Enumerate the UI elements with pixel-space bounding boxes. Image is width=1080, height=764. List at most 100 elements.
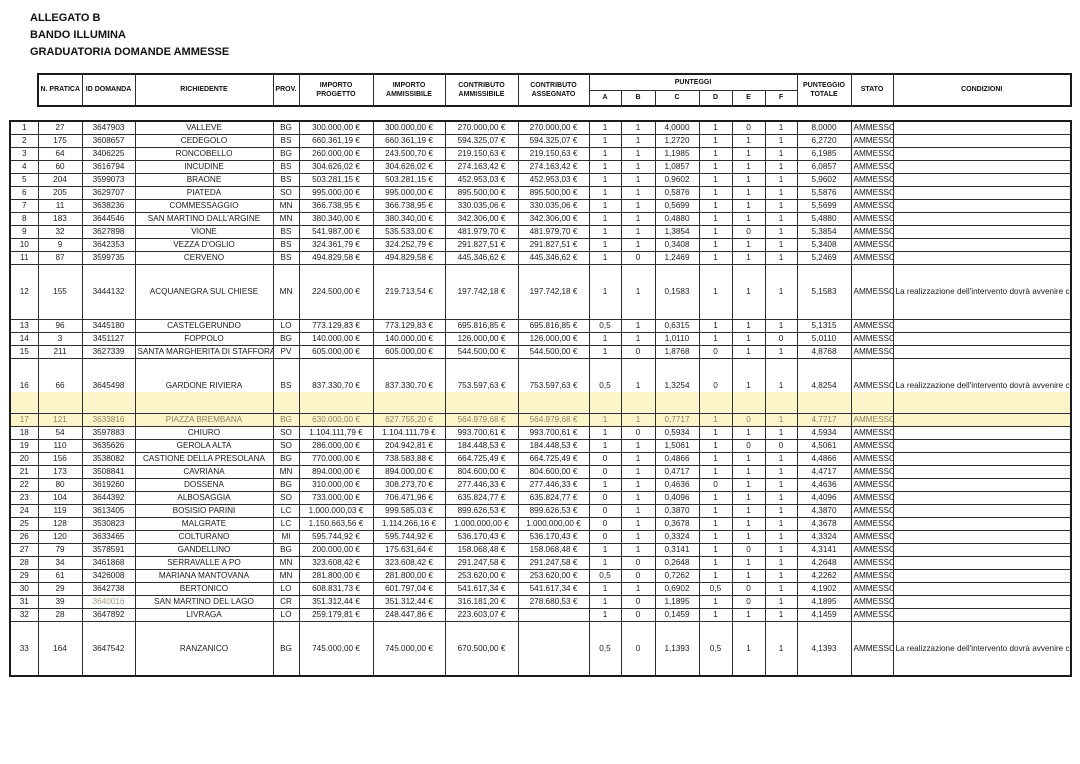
cell-punteggio-e: 1 <box>731 263 766 320</box>
cell-contributo-assegnato: 804.600,00 € <box>517 464 590 479</box>
cell-punteggio-e: 1 <box>731 250 766 265</box>
cell-punteggio-e: 1 <box>731 555 766 570</box>
cell-contributo-assegnato: 452.953,03 € <box>517 172 590 187</box>
cell-richiedente: GANDELLINO <box>134 542 274 557</box>
cell-punteggio-a: 1 <box>588 438 622 453</box>
cell-id-domanda: 3508841 <box>81 464 136 479</box>
cell-contributo-assegnato: 219.150,63 € <box>517 146 590 161</box>
cell-punteggio-a: 1 <box>588 594 622 609</box>
cell-contributo-assegnato <box>517 607 590 622</box>
cell-punteggio-a: 1 <box>588 477 622 492</box>
cell-punteggio-f: 1 <box>764 490 798 505</box>
cell-punteggio-totale: 4,1393 <box>796 620 852 677</box>
cell-punteggio-b: 1 <box>620 120 656 135</box>
cell-contributo-ammissibile: 481.979,70 € <box>444 224 519 239</box>
cell-punteggio-a: 1 <box>588 344 622 359</box>
cell-id-domanda: 3635626 <box>81 438 136 453</box>
col-header-n-pratica: N. PRATICA <box>37 73 83 107</box>
cell-prov: SO <box>272 185 300 200</box>
cell-punteggio-e: 1 <box>731 516 766 531</box>
cell-prov: BG <box>272 331 300 346</box>
cell-punteggio-totale: 4,4866 <box>796 451 852 466</box>
cell-condizioni <box>892 555 1072 570</box>
cell-punteggio-f: 1 <box>764 237 798 252</box>
cell-richiedente: ACQUANEGRA SUL CHIESE <box>134 263 274 320</box>
cell-punteggio-c: 0,1459 <box>654 607 700 622</box>
cell-rank: 14 <box>9 331 39 346</box>
cell-rank: 21 <box>9 464 39 479</box>
cell-richiedente: SAN MARTINO DALL'ARGINE <box>134 211 274 226</box>
table-row: 12 155 3444132 ACQUANEGRA SUL CHIESE MN 224.5… <box>9 263 1072 320</box>
cell-stato: AMMESSO <box>850 464 894 479</box>
cell-punteggio-b: 0 <box>620 607 656 622</box>
cell-punteggio-e: 1 <box>731 464 766 479</box>
cell-punteggio-e: 1 <box>731 172 766 187</box>
cell-contributo-assegnato: 993.700,61 € <box>517 425 590 440</box>
cell-contributo-assegnato: 291.247,58 € <box>517 555 590 570</box>
cell-punteggio-totale: 5,9602 <box>796 172 852 187</box>
cell-contributo-assegnato: 270.000,00 € <box>517 120 590 135</box>
cell-punteggio-c: 1,1895 <box>654 594 700 609</box>
cell-n-pratica: 11 <box>37 198 83 213</box>
cell-importo-progetto: 503.281,15 € <box>298 172 374 187</box>
cell-punteggio-totale: 4,8768 <box>796 344 852 359</box>
cell-punteggio-d: 1 <box>698 318 733 333</box>
cell-punteggio-a: 1 <box>588 211 622 226</box>
cell-punteggio-e: 0 <box>731 594 766 609</box>
cell-punteggio-f: 1 <box>764 357 798 414</box>
cell-stato: AMMESSO <box>850 594 894 609</box>
cell-punteggio-f: 1 <box>764 594 798 609</box>
cell-condizioni <box>892 529 1072 544</box>
cell-punteggio-b: 1 <box>620 529 656 544</box>
cell-punteggio-b: 1 <box>620 237 656 252</box>
cell-punteggio-d: 1 <box>698 451 733 466</box>
cell-rank: 15 <box>9 344 39 359</box>
cell-punteggio-a: 0,5 <box>588 620 622 677</box>
cell-punteggio-c: 0,3870 <box>654 503 700 518</box>
cell-punteggio-f: 1 <box>764 620 798 677</box>
cell-contributo-assegnato: 197.742,18 € <box>517 263 590 320</box>
cell-richiedente: RANZANICO <box>134 620 274 677</box>
cell-rank: 1 <box>9 120 39 135</box>
cell-punteggio-b: 1 <box>620 503 656 518</box>
cell-rank: 13 <box>9 318 39 333</box>
cell-contributo-ammissibile: 594.325,07 € <box>444 133 519 148</box>
cell-stato: AMMESSO <box>850 503 894 518</box>
cell-prov: BS <box>272 250 300 265</box>
cell-punteggio-a: 1 <box>588 263 622 320</box>
col-header-punteggi: PUNTEGGI <box>588 73 798 91</box>
cell-importo-progetto: 630.000,00 € <box>298 412 374 427</box>
cell-punteggio-f: 1 <box>764 344 798 359</box>
cell-punteggio-e: 1 <box>731 159 766 174</box>
cell-prov: BS <box>272 172 300 187</box>
cell-punteggio-c: 1,3854 <box>654 224 700 239</box>
cell-rank: 6 <box>9 185 39 200</box>
cell-punteggio-a: 1 <box>588 185 622 200</box>
table-row: 10 9 3642353 VEZZA D'OGLIO BS 324.361,79 €324… <box>9 237 1072 252</box>
cell-stato: AMMESSO <box>850 451 894 466</box>
col-header-punteggio-e: E <box>731 89 766 107</box>
cell-punteggio-totale: 5,3854 <box>796 224 852 239</box>
table-row: 9 32 3627898 VIONE BS 541.987,00 €535.533,00 … <box>9 224 1072 239</box>
table-row: 4 60 3616794 INCUDINE BS 304.626,02 €304.626,… <box>9 159 1072 174</box>
cell-n-pratica: 119 <box>37 503 83 518</box>
cell-importo-ammissibile: 745.000,00 € <box>372 620 446 677</box>
cell-punteggio-e: 1 <box>731 198 766 213</box>
cell-contributo-assegnato: 291.827,51 € <box>517 237 590 252</box>
cell-n-pratica: 183 <box>37 211 83 226</box>
cell-importo-ammissibile: 1.104.111,79 € <box>372 425 446 440</box>
cell-condizioni <box>892 490 1072 505</box>
cell-punteggio-d: 1 <box>698 331 733 346</box>
cell-punteggio-c: 1,0857 <box>654 159 700 174</box>
cell-prov: BG <box>272 620 300 677</box>
cell-rank: 19 <box>9 438 39 453</box>
title-bando: BANDO ILLUMINA <box>30 29 126 41</box>
cell-stato: AMMESSO <box>850 120 894 135</box>
cell-rank: 25 <box>9 516 39 531</box>
cell-condizioni <box>892 198 1072 213</box>
cell-punteggio-c: 1,1393 <box>654 620 700 677</box>
cell-contributo-ammissibile: 158.068,48 € <box>444 542 519 557</box>
document-titles: ALLEGATO B BANDO ILLUMINA GRADUATORIA DO… <box>0 0 1080 61</box>
cell-id-domanda: 3426008 <box>81 568 136 583</box>
cell-punteggio-a: 1 <box>588 133 622 148</box>
